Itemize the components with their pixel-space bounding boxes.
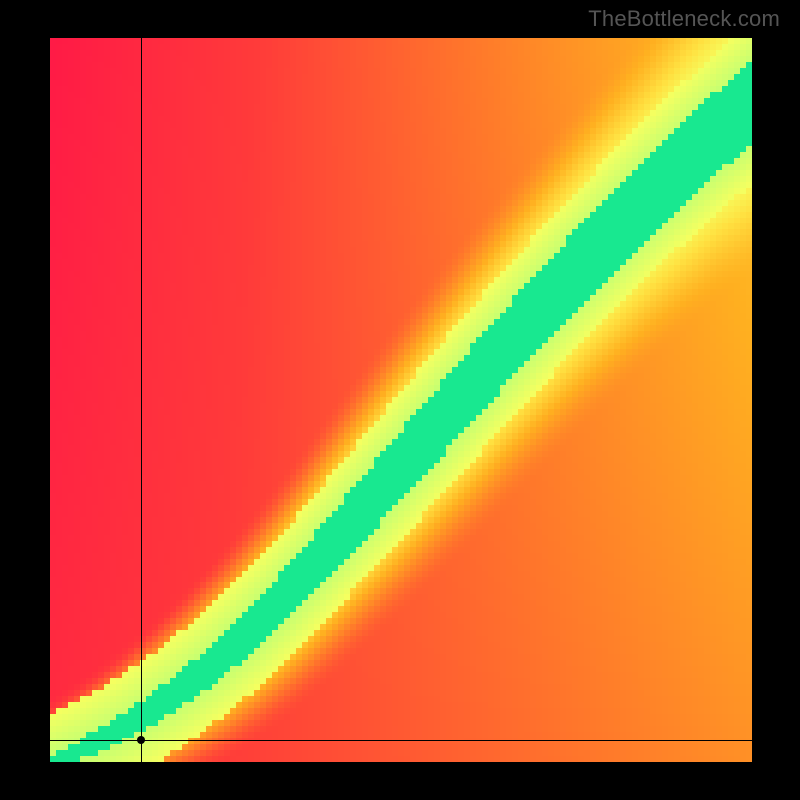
heatmap-plot — [50, 38, 752, 762]
crosshair-horizontal — [50, 740, 752, 741]
watermark-text: TheBottleneck.com — [588, 6, 780, 32]
crosshair-vertical — [141, 38, 142, 762]
marker-dot — [137, 736, 145, 744]
heatmap-canvas — [50, 38, 752, 762]
chart-container: TheBottleneck.com — [0, 0, 800, 800]
